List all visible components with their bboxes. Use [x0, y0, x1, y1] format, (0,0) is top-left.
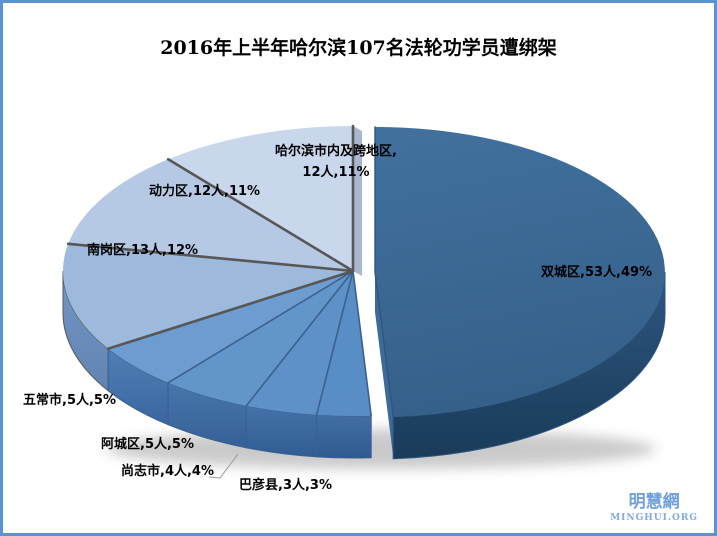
slice-label-text: 五常市,5人,5%	[23, 393, 116, 408]
pie-wall-南岗区	[62, 270, 109, 392]
slice-label-南岗区: 南岗区,13人,12%	[87, 240, 198, 261]
pie-slice-尚志市[interactable]	[246, 271, 353, 415]
slice-label-text: 动力区,12人,11%	[149, 184, 261, 199]
pie-wall-双城区	[392, 271, 666, 460]
pie-slice-divider	[166, 157, 355, 273]
chart-title: 2016年上半年哈尔滨107名法轮功学员遭绑架	[160, 37, 557, 59]
pie-slice-divider	[245, 270, 354, 407]
pie-slice-divider	[66, 242, 355, 273]
slice-label-双城区: 双城区,53人,49%	[541, 262, 652, 283]
slice-label-text: 双城区,53人,49%	[541, 265, 653, 280]
pie-slice-divider	[315, 270, 354, 416]
pie-cut-face	[375, 272, 394, 457]
pie-cut-face	[353, 126, 362, 276]
slice-label-text: 尚志市,4人,4%	[121, 464, 214, 479]
slice-label-动力区: 动力区,12人,11%	[149, 181, 260, 202]
pie-slice-哈尔滨市内及跨地区[interactable]	[168, 126, 353, 271]
slice-label-哈尔滨市内及跨地区: 哈尔滨市内及跨地区, 12人,11%	[275, 141, 397, 183]
slice-label-text: 哈尔滨市内及跨地区,	[275, 144, 397, 159]
pie-slice-五常市[interactable]	[108, 271, 353, 383]
slice-labels-layer: 双城区,53人,49% 巴彦县,3人,3% 尚志市,4人,4% 阿城区,5人,5% 五常…	[3, 3, 714, 533]
pie-slice-双城区[interactable]	[375, 127, 665, 417]
slice-label-text: 南岗区,13人,12%	[87, 243, 199, 258]
slice-label-巴彦县: 巴彦县,3人,3%	[239, 475, 332, 496]
pie-slice-divider	[374, 271, 394, 418]
pie-slice-南岗区[interactable]	[63, 243, 353, 349]
pie-slice-divider	[167, 270, 354, 384]
slice-label-尚志市: 尚志市,4人,4%	[121, 461, 214, 482]
slice-label-text: 阿城区,5人,5%	[101, 437, 194, 452]
pie-chart-svg	[62, 124, 666, 479]
pie-slice-divider	[106, 269, 355, 350]
slice-label-五常市: 五常市,5人,5%	[23, 390, 116, 411]
slice-label-阿城区: 阿城区,5人,5%	[101, 434, 194, 455]
slice-label-text: 12人,11%	[302, 165, 370, 180]
watermark-chinese: 明慧網	[628, 492, 680, 513]
minghui-watermark: 明慧網 MINGHUI.ORG	[610, 493, 698, 523]
pie-slice-动力区[interactable]	[68, 159, 353, 271]
slice-label-text: 巴彦县,3人,3%	[239, 478, 332, 493]
pie-slice-divider	[352, 270, 373, 417]
label-leader-line	[208, 453, 239, 479]
pie-slice-巴彦县[interactable]	[316, 271, 372, 416]
watermark-url: MINGHUI.ORG	[610, 512, 698, 523]
pie-slice-阿城区[interactable]	[168, 271, 353, 406]
